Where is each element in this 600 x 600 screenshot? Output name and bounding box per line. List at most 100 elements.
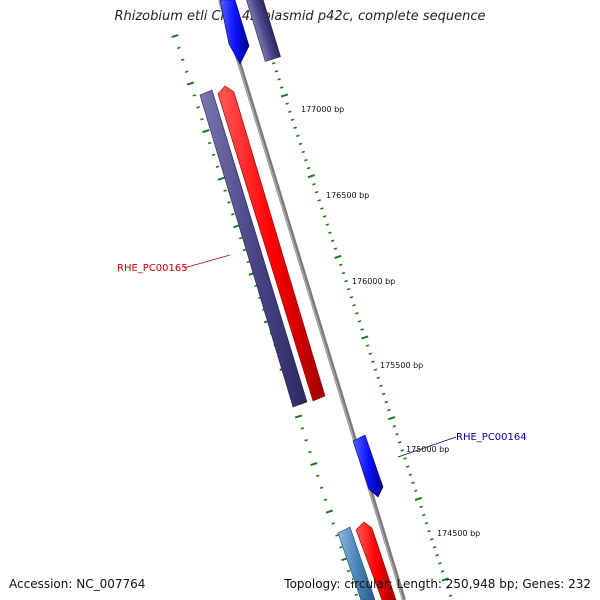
scale-tick [421,513,426,517]
tick-label-176500: 176500 bp [326,191,369,200]
scale-tick [387,416,396,421]
scale-tick [306,166,311,170]
feature-tick [223,189,227,192]
scale-tick [271,62,276,65]
scale-tick [280,93,289,98]
scale-tick [441,577,449,582]
feature-tick [215,165,220,169]
feature-tick [246,260,251,264]
scale-tick [430,537,434,541]
scale-tick [317,199,322,202]
gene-top-purple[interactable] [244,0,281,62]
scale-tick [349,295,354,299]
gene-bottom-steel[interactable] [337,526,376,600]
topology-summary-text: Topology: circular; Length: 250,948 bp; … [284,577,591,591]
tick-label-175500: 175500 bp [380,361,423,370]
scale-tick [411,481,415,484]
scale-tick [392,425,397,428]
scale-tick [322,215,327,218]
feature-tick [192,94,197,97]
scale-tick [381,392,386,396]
feature-tick [294,414,303,419]
accession-text: Accession: NC_007764 [9,577,146,591]
scale-tick [307,174,315,179]
scale-tick [419,505,423,509]
feature-tick [300,427,305,430]
scale-tick [330,239,335,242]
map-title: Rhizobium etli CFN 42 plasmid p42c, comp… [114,9,486,24]
scale-tick [371,360,375,363]
feature-tick [184,70,189,73]
scale-tick [277,78,281,81]
feature-tick [171,33,179,39]
scale-tick [432,546,437,549]
scale-tick [384,400,389,404]
scale-tick [304,158,308,162]
scale-tick [290,118,295,121]
feature-tick [310,462,318,467]
gene-rhe-pc00165-red[interactable] [217,85,326,402]
feature-tick [319,486,324,490]
scale-tick [427,529,431,533]
scale-tick [352,304,356,307]
feature-tick [180,58,185,62]
scale-tick [274,70,279,73]
gene-bottom-red[interactable] [355,521,397,600]
gene-label-rhe-pc00165[interactable]: RHE_PC00165 [117,263,188,274]
scale-tick [279,86,284,89]
scale-tick [334,254,342,259]
scale-tick [333,247,338,251]
feature-tick [177,46,181,50]
feature-tick [200,117,204,121]
scale-tick [344,279,348,283]
feature-tick [231,213,235,216]
feature-tick [346,569,351,573]
scale-tick-track [261,29,453,597]
scale-tick [379,384,383,388]
scale-tick [414,496,423,501]
sequence-backbone [218,0,406,600]
scale-tick [320,207,324,210]
feature-tick [350,581,355,585]
scale-tick [338,263,343,267]
feature-tick [308,450,312,454]
feature-tick [331,522,335,525]
feature-tick [217,176,225,181]
scale-tick [403,457,407,460]
gene-rhe-pc00165-purple[interactable] [199,89,308,408]
tick-label-174500: 174500 bp [437,529,480,538]
scale-tick [387,408,391,412]
scale-tick [373,368,378,372]
scale-tick [440,570,445,573]
feature-tick [325,509,333,514]
scale-tick [285,102,289,105]
gene-rhe-pc00164-blue[interactable] [352,434,384,498]
feature-tick [238,236,243,240]
gene-label-connector-left [183,254,231,269]
feature-tick [186,81,195,86]
scale-tick [408,473,413,476]
sequence-backbone-highlight [218,0,404,600]
scale-tick [341,271,346,275]
feature-tick [315,474,320,478]
scale-tick [395,433,399,436]
feature-tick [335,534,339,537]
scale-tick [435,554,439,557]
left-feature-ticks [171,33,359,597]
scale-tick [301,150,305,154]
scale-tick [312,183,316,186]
scale-tick [357,320,362,323]
feature-tick [196,106,200,109]
gene-top-blue[interactable] [219,0,250,65]
scale-tick [400,449,405,452]
gene-label-rhe-pc00164[interactable]: RHE_PC00164 [456,432,527,443]
scale-tick [360,328,364,331]
feature-tick [304,439,308,442]
scale-tick [325,223,330,226]
scale-tick [438,562,442,565]
scale-tick [328,231,332,234]
tick-label-175000: 175000 bp [406,445,449,454]
feature-tick [207,141,212,145]
feature-tick [202,129,210,134]
